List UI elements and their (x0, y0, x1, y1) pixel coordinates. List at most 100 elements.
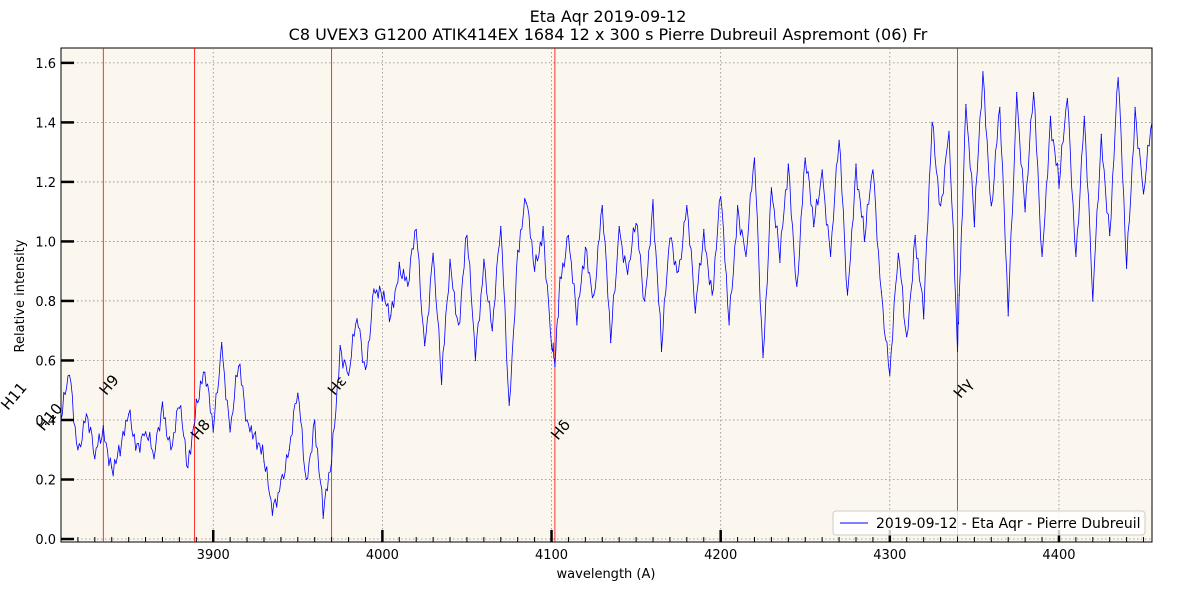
spectrum-point (796, 285, 798, 287)
y-tick-label: 1.4 (35, 116, 56, 131)
spectrum-point (508, 404, 510, 406)
spectrum-point (711, 294, 713, 296)
spectrum-point (753, 157, 756, 159)
spectrum-point (762, 356, 764, 359)
spectrum-point (195, 398, 197, 400)
spectrum-point (720, 196, 722, 198)
spectrum-point (554, 365, 556, 367)
spectrum-point (958, 294, 960, 296)
spectrum-point (627, 273, 629, 275)
spectrum-point (424, 345, 426, 347)
spectrum-point (254, 431, 257, 433)
spectrum-point (170, 449, 172, 451)
spectrum-point (576, 324, 578, 326)
spectrum-point (128, 413, 130, 415)
spectrum-point (441, 383, 443, 385)
y-axis-label: Relative intensity (13, 239, 28, 352)
spectrum-point (111, 467, 113, 469)
spectrum-point (897, 252, 899, 254)
spectrum-point (204, 371, 206, 373)
spectrum-point (102, 425, 104, 427)
plot-area (60, 47, 1153, 543)
spectrum-point (457, 324, 460, 326)
spectrum-point (838, 139, 840, 141)
spectrum-point (779, 261, 781, 263)
spectrum-point (297, 392, 299, 394)
x-tick-label: 4200 (704, 548, 737, 563)
y-tick-label: 0.2 (35, 474, 56, 489)
spectrum-point (187, 467, 189, 469)
spectrum-point (770, 187, 773, 189)
marker-label: H11 (0, 379, 31, 414)
spectrum-point (263, 461, 265, 463)
x-tick-label: 4100 (535, 548, 568, 563)
spectrum-point (906, 336, 908, 338)
spectrum-point (855, 163, 857, 165)
spectrum-point (584, 246, 587, 248)
spectrum-point (161, 401, 164, 403)
y-tick-label: 1.2 (35, 176, 56, 191)
spectrum-point (339, 345, 341, 347)
spectrum-point (804, 157, 806, 159)
spectrum-point (221, 342, 223, 344)
spectrum-point (652, 199, 654, 201)
spectrum-point (1134, 106, 1136, 109)
spectrum-point (1083, 115, 1085, 117)
legend: 2019-09-12 - Eta Aqr - Pierre Dubreuil (832, 510, 1146, 536)
spectrum-point (85, 413, 87, 415)
spectrum-point (694, 312, 696, 314)
spectrum-point (271, 514, 273, 516)
spectrum-point (1016, 92, 1018, 94)
spectrum-point (466, 234, 468, 237)
legend-entry: 2019-09-12 - Eta Aqr - Pierre Dubreuil (876, 516, 1141, 532)
spectrum-point (145, 431, 147, 433)
spectrum-point (618, 226, 620, 228)
spectrum-point (331, 461, 333, 463)
spectrum-point (288, 449, 290, 451)
spectrum-point (398, 261, 400, 263)
series-layer (60, 71, 1153, 519)
spectrum-point (1033, 92, 1035, 94)
spectrum-point (212, 431, 214, 433)
spectrum-point (567, 234, 570, 237)
spectrum-point (94, 458, 96, 460)
spectrum-point (229, 431, 231, 433)
spectrum-point (153, 458, 155, 460)
spectrum-point (364, 368, 367, 370)
spectrum-point (178, 407, 180, 409)
spectrum-point (348, 374, 350, 376)
spectrum-point (940, 205, 942, 207)
x-tick-label: 3900 (197, 548, 230, 563)
spectrum-point (1117, 77, 1119, 79)
spectrum-point (136, 443, 138, 445)
spectrum-point (1126, 267, 1128, 269)
spectrum-point (525, 202, 527, 204)
spectrum-point (686, 205, 688, 207)
spectrum-point (373, 288, 375, 290)
chart-subtitle: C8 UVEX3 G1200 ATIK414EX 1684 12 x 300 s… (289, 25, 928, 44)
spectrum-point (1075, 255, 1077, 257)
spectrum-point (500, 226, 502, 228)
spectrum-point (1007, 315, 1009, 317)
y-tick-label: 1.6 (35, 57, 56, 72)
spectrum-point (356, 318, 358, 320)
spectrum-point (830, 255, 832, 257)
spectrum-point (644, 300, 646, 302)
spectrum-point (432, 252, 434, 254)
x-axis-label: wavelength (A) (557, 567, 656, 582)
spectrum-series-line (60, 71, 1153, 519)
spectrum-point (745, 255, 747, 257)
spectrum-point (381, 300, 383, 302)
spectrum-point (1092, 300, 1094, 302)
spectrum-point (999, 106, 1001, 109)
spectrum-point (1142, 193, 1145, 195)
spectrum-point (1066, 98, 1068, 100)
spectrum-point (517, 249, 519, 251)
spectrum-point (280, 478, 282, 481)
spectrum-point (449, 258, 451, 260)
y-tick-label: 0.4 (35, 414, 56, 429)
spectrum-point (635, 223, 637, 225)
spectrum-point (1100, 133, 1102, 135)
spectrum-point (415, 228, 417, 231)
spectrum-point (821, 169, 823, 171)
